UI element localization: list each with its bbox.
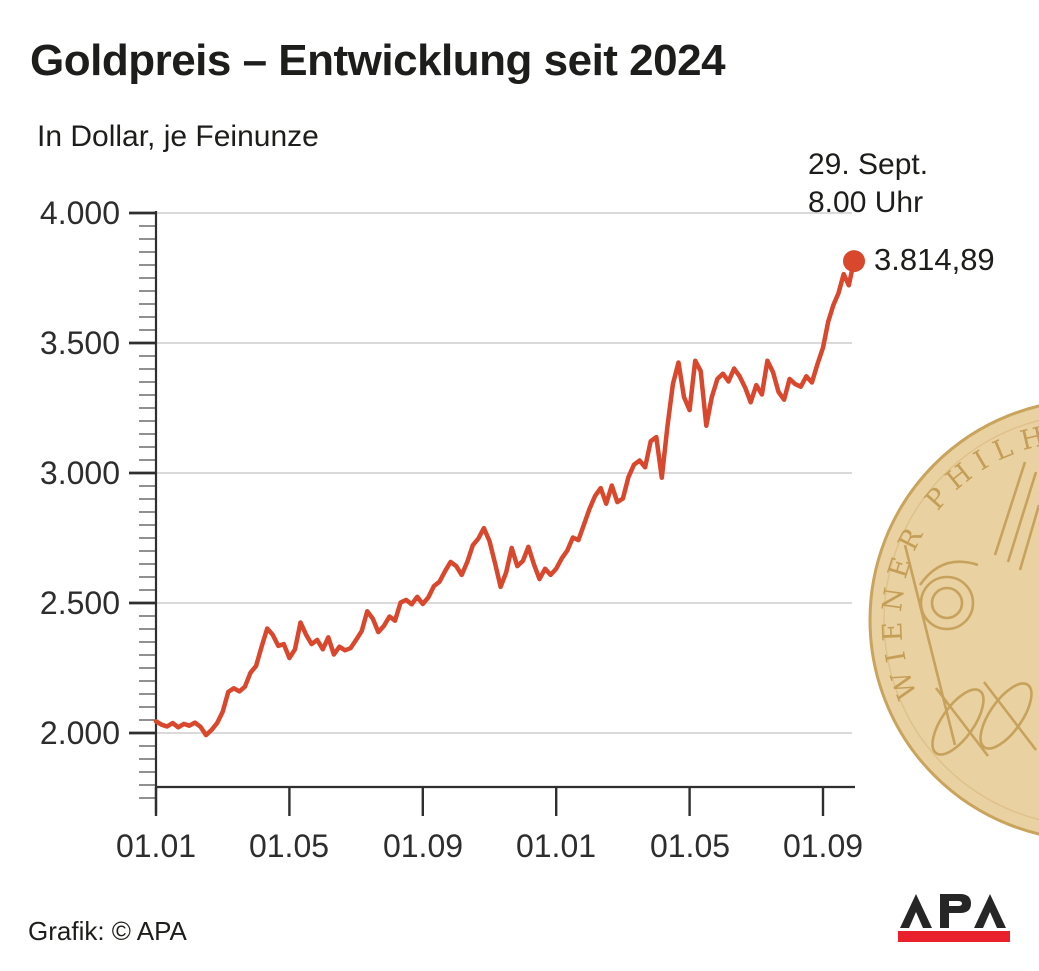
- coin-engraving-instruments: [903, 461, 1039, 757]
- y-tick-label-3000: 3.000: [39, 455, 120, 491]
- annotation-date: 29. Sept. 8.00 Uhr: [808, 146, 928, 222]
- x-tick-label-sep24: 01.09: [382, 828, 464, 864]
- violin-body-2: [979, 682, 1033, 750]
- latest-value-marker: [843, 250, 866, 273]
- coin-disc: [868, 404, 1039, 836]
- annotation-date-line1: 29. Sept.: [808, 148, 929, 181]
- bassoon-pipe-2: [1006, 471, 1038, 563]
- page-title: Goldpreis – Entwicklung seit 2024: [30, 36, 726, 85]
- x-tick-label-jan25: 01.01: [515, 828, 597, 864]
- horn-coil-outer: [919, 575, 975, 631]
- x-tick-label-mai24: 01.05: [248, 828, 330, 864]
- apa-logo-letters: [900, 894, 1006, 928]
- annotation-date-line2: 8.00 Uhr: [808, 186, 924, 219]
- y-tick-label-2000: 2.000: [39, 715, 120, 751]
- apa-letter-a1: [900, 894, 932, 928]
- source-credit: Grafik: © APA: [28, 916, 187, 946]
- apa-letter-a2: [974, 894, 1006, 928]
- apa-logo-red-bar: [898, 931, 1010, 942]
- y-tick-label-3500: 3.500: [39, 325, 120, 361]
- horn-tube: [918, 560, 979, 586]
- x-tick-label-mai25: 01.05: [649, 828, 731, 864]
- y-tick-label-2500: 2.500: [39, 585, 120, 621]
- bassoon-pipe-3: [1018, 504, 1039, 571]
- apa-letter-p: [940, 894, 971, 928]
- y-tick-label-4000: 4.000: [39, 195, 120, 231]
- violin-neck-2: [982, 681, 1038, 751]
- annotation-value: 3.814,89: [874, 242, 995, 277]
- horn-coil-inner: [930, 586, 964, 620]
- violin-neck-1: [934, 687, 990, 757]
- violin-body-1: [931, 688, 985, 756]
- coin-inner-ring: [883, 419, 1039, 821]
- x-tick-label-jan24: 01.01: [115, 828, 197, 864]
- chart-subtitle: In Dollar, je Feinunze: [37, 120, 319, 153]
- x-tick-label-sep25: 01.09: [782, 828, 864, 864]
- gold-price-line: [153, 258, 857, 738]
- bassoon-pipe-1: [993, 461, 1027, 556]
- apa-logo: [898, 894, 1010, 942]
